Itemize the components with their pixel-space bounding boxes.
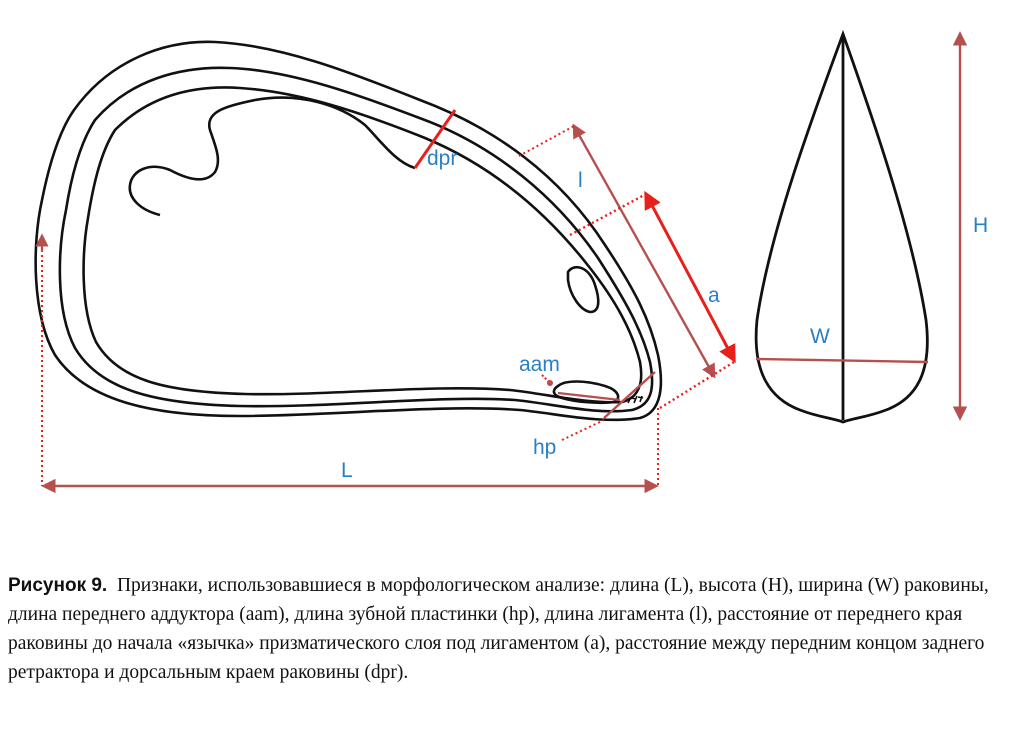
label-L: L: [341, 459, 353, 482]
hinge-teeth: [627, 395, 644, 404]
width-W-line: [755, 357, 929, 364]
shell-outer-contour: [34, 40, 663, 422]
ligament-l-arrow: [572, 123, 716, 379]
shell-lateral-view: [34, 40, 663, 422]
label-hp: hp: [533, 436, 556, 459]
label-l: l: [578, 169, 583, 192]
retractor-scar: [128, 96, 416, 217]
hp-pointer: [561, 419, 605, 441]
label-a: a: [708, 284, 720, 307]
shell-middle-contour: [58, 66, 654, 413]
label-W: W: [810, 325, 830, 348]
anterior-adductor-scar: [552, 380, 620, 405]
label-H: H: [973, 214, 988, 237]
shell-measurement-diagram: dpr l a aam hp L H W: [34, 29, 988, 494]
aam-pointer-dot: [547, 380, 553, 386]
measurement-labels: dpr l a aam hp L H W: [341, 147, 988, 482]
measurements: [35, 31, 968, 494]
distance-a-top-guide: [569, 192, 647, 237]
figure-caption: Рисунок 9. Признаки, использовавшиеся в …: [8, 571, 1013, 687]
label-dpr: dpr: [427, 147, 457, 170]
label-aam: aam: [519, 353, 560, 376]
hp-line: [603, 371, 656, 419]
caption-text: Признаки, использовавшиеся в морфологиче…: [8, 575, 989, 683]
dpr-line: [413, 109, 457, 169]
distance-a-bottom-guide: [659, 360, 735, 410]
distance-a-arrow: [644, 190, 736, 364]
shell-cross-section-view: [754, 29, 929, 424]
aam-line: [557, 391, 621, 402]
cross-section-outline: [754, 29, 929, 424]
ligament-l-top-guide: [518, 125, 575, 157]
caption-label: Рисунок 9.: [8, 575, 108, 596]
